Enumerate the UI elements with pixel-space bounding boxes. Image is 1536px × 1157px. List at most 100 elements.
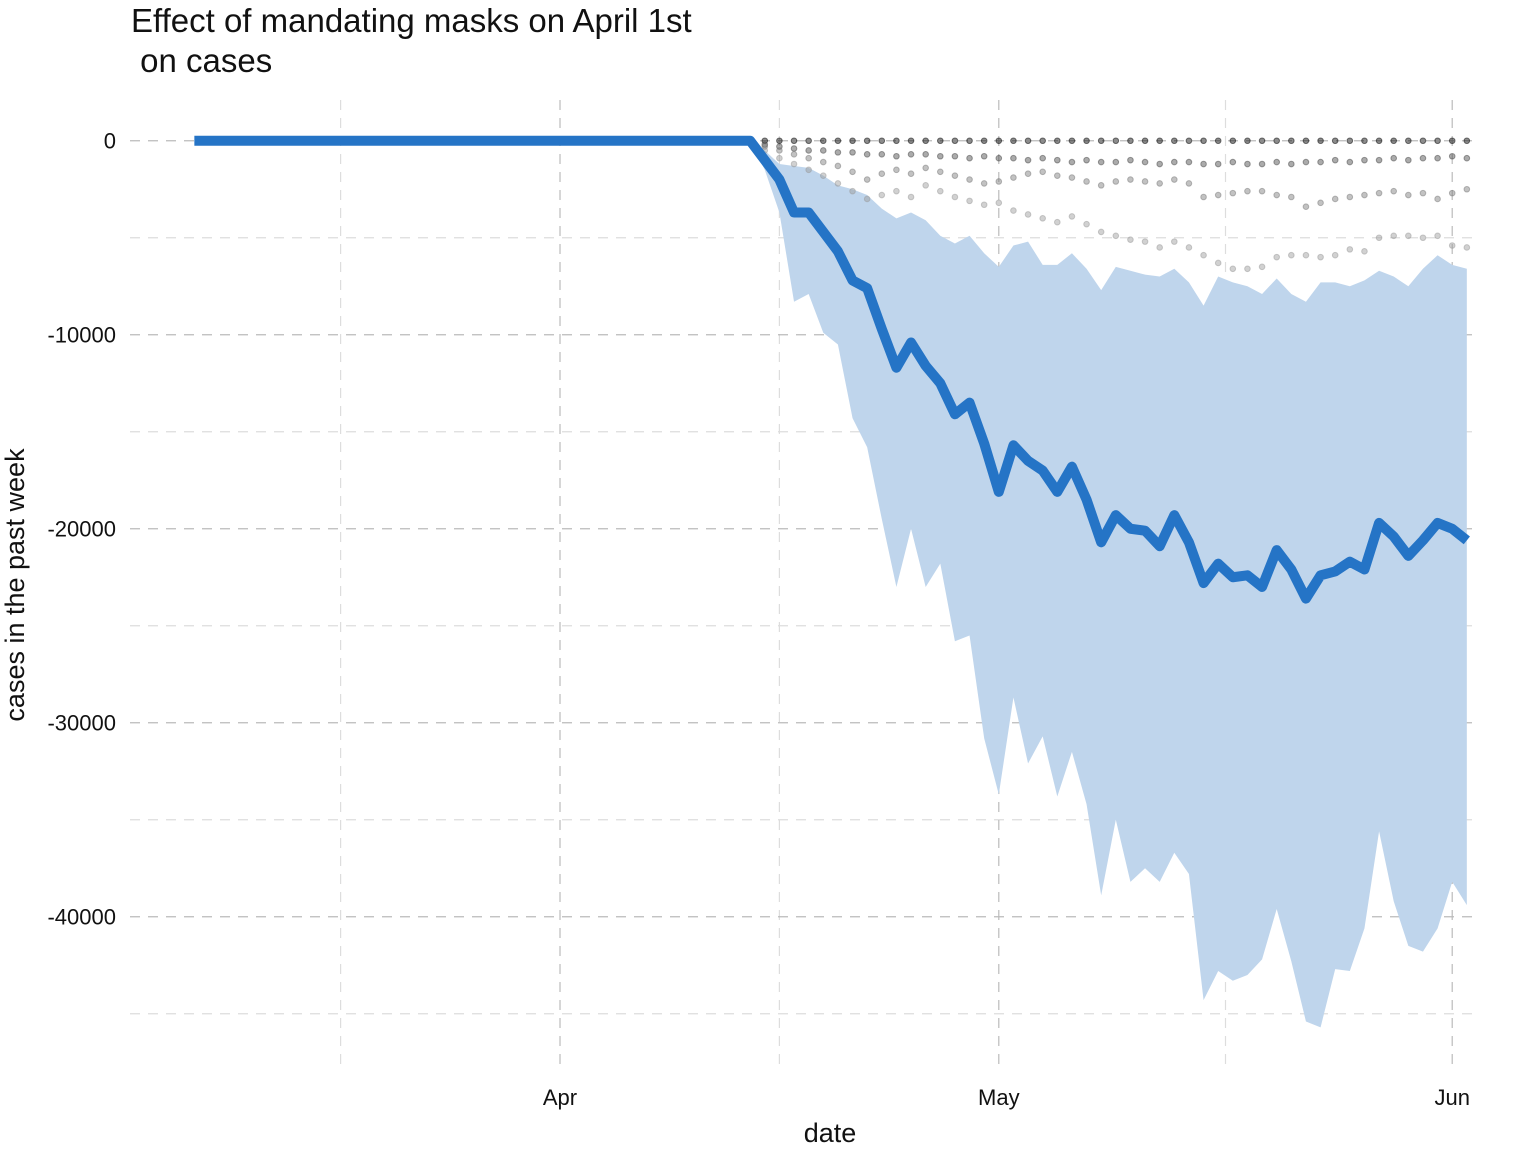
sim-point xyxy=(1097,158,1105,166)
sim-point xyxy=(1273,253,1280,261)
y-tick-label: -20000 xyxy=(47,517,116,542)
sim-point xyxy=(1331,137,1339,145)
sim-point xyxy=(1083,220,1090,228)
sim-point xyxy=(805,166,812,174)
sim-point xyxy=(922,182,929,189)
y-axis-label: cases in the past week xyxy=(0,448,30,722)
sim-point xyxy=(1317,158,1324,166)
sim-point xyxy=(1361,248,1368,255)
sim-point xyxy=(1419,154,1427,162)
sim-point xyxy=(995,154,1003,162)
sim-point xyxy=(922,137,929,145)
sim-point xyxy=(1244,187,1251,195)
sim-point xyxy=(863,151,871,158)
sim-point xyxy=(819,172,827,179)
sim-point xyxy=(1375,137,1383,145)
sim-point xyxy=(1112,232,1120,240)
sim-point xyxy=(1346,137,1354,145)
sim-point xyxy=(1288,160,1295,168)
sim-point xyxy=(1229,189,1237,197)
sim-point xyxy=(1010,207,1017,214)
sim-point xyxy=(936,168,944,176)
sim-point xyxy=(1361,156,1368,164)
sim-point xyxy=(1083,178,1090,185)
sim-point xyxy=(1039,137,1046,145)
x-axis-label: date xyxy=(804,1118,857,1148)
sim-point xyxy=(1171,176,1178,183)
sim-point xyxy=(1024,156,1032,164)
sim-point xyxy=(1419,234,1427,242)
sim-point xyxy=(1171,137,1178,145)
sim-point xyxy=(907,193,915,201)
sim-point xyxy=(1405,191,1412,199)
sim-point xyxy=(1214,137,1222,145)
sim-point xyxy=(1127,236,1134,243)
sim-point xyxy=(1024,137,1032,145)
sim-point xyxy=(1244,265,1251,273)
sim-point xyxy=(1273,191,1280,199)
sim-point xyxy=(1317,199,1324,207)
sim-point xyxy=(951,152,959,160)
sim-point xyxy=(1419,189,1427,197)
sim-point xyxy=(907,151,915,158)
sim-point xyxy=(1039,154,1046,162)
sim-point xyxy=(1405,232,1412,240)
sim-point xyxy=(1258,187,1266,195)
sim-point xyxy=(1434,232,1441,240)
sim-point xyxy=(922,151,929,158)
sim-point xyxy=(1258,137,1266,145)
chart-title: Effect of mandating masks on April 1st o… xyxy=(131,2,692,79)
sim-point xyxy=(863,176,871,183)
sim-point xyxy=(1112,158,1120,166)
sim-point xyxy=(1171,158,1178,166)
sim-point xyxy=(1302,251,1310,259)
sim-point xyxy=(1156,180,1163,187)
sim-point xyxy=(893,187,900,195)
sim-point xyxy=(893,166,900,174)
sim-point xyxy=(878,151,886,158)
sim-point xyxy=(1024,170,1032,178)
sim-point xyxy=(834,180,842,187)
sim-point xyxy=(776,147,783,154)
sim-point xyxy=(819,147,827,154)
sim-point xyxy=(893,152,900,160)
sim-point xyxy=(1390,187,1398,195)
sim-point xyxy=(966,137,973,145)
sim-point xyxy=(849,187,856,195)
sim-point xyxy=(863,137,871,145)
sim-point xyxy=(1112,137,1120,145)
sim-point xyxy=(878,137,886,145)
line xyxy=(194,135,1470,604)
sim-point xyxy=(1010,154,1017,162)
sim-point xyxy=(1346,246,1354,253)
sim-point xyxy=(805,154,812,162)
sim-point xyxy=(878,191,886,199)
sim-point xyxy=(951,193,959,201)
sim-point xyxy=(1214,160,1222,168)
sim-point xyxy=(1390,232,1398,240)
sim-point xyxy=(1141,178,1149,185)
sim-point xyxy=(1083,137,1090,145)
sim-point xyxy=(863,195,871,203)
sim-point xyxy=(1273,158,1280,166)
sim-point xyxy=(1054,218,1061,226)
sim-point xyxy=(1083,156,1090,164)
sim-point xyxy=(819,137,827,145)
sim-point xyxy=(1405,156,1412,164)
sim-point xyxy=(893,137,900,145)
sim-point xyxy=(1097,228,1105,236)
sim-point xyxy=(1258,160,1266,168)
sim-point xyxy=(805,147,812,154)
sim-point xyxy=(1346,158,1354,166)
sim-point xyxy=(1156,244,1163,251)
sim-point xyxy=(1200,160,1207,168)
sim-point xyxy=(1463,154,1471,162)
sim-point xyxy=(995,199,1003,207)
sim-point xyxy=(1054,137,1061,145)
sim-point xyxy=(1244,137,1251,145)
sim-point xyxy=(1244,160,1251,168)
sim-point xyxy=(1288,251,1295,259)
sim-point xyxy=(1419,137,1427,145)
y-tick-label: -10000 xyxy=(47,323,116,348)
